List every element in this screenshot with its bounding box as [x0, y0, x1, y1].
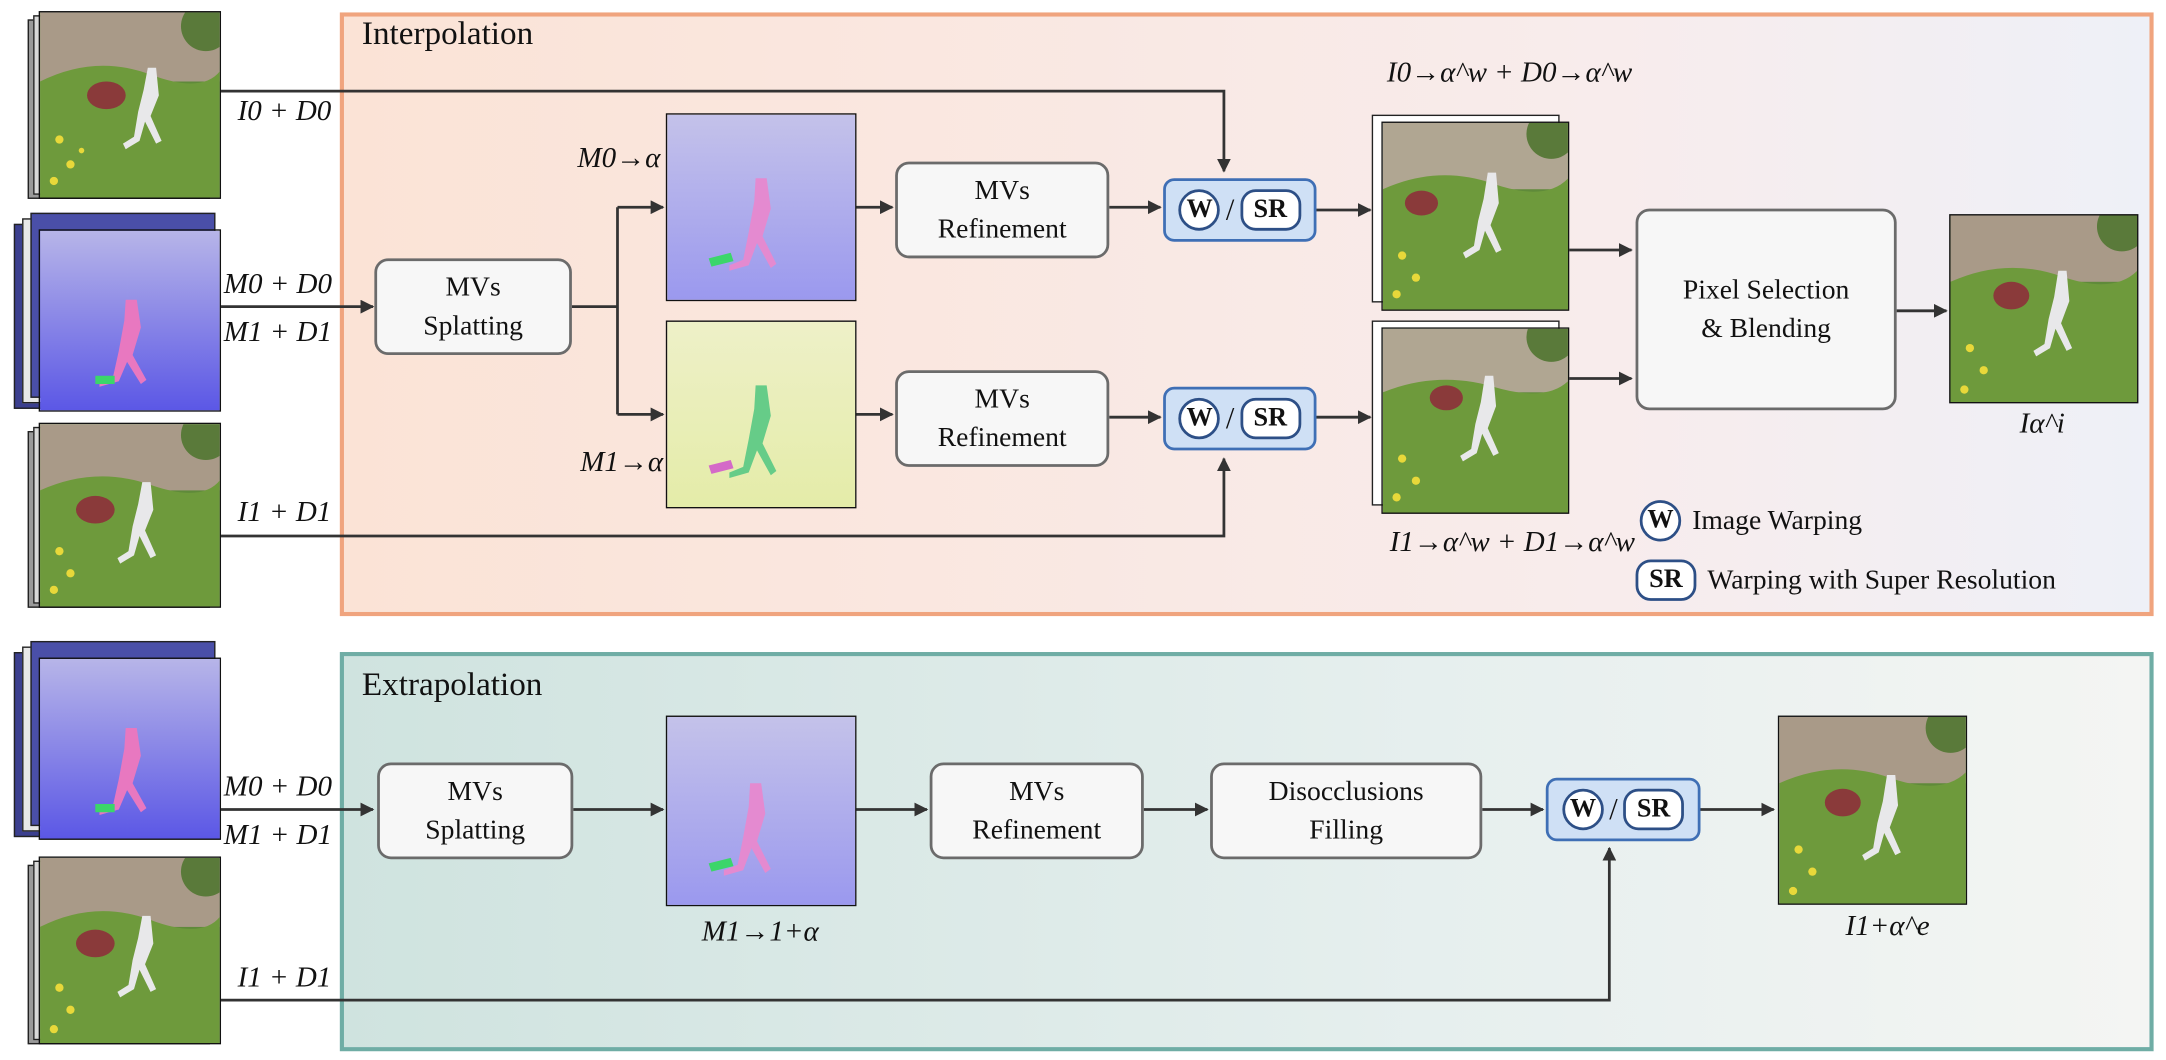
- warp-slash: /: [1225, 400, 1235, 436]
- image-warping-symbol: W: [1178, 397, 1221, 440]
- label-m1-to-1-plus-alpha: M1→1+α: [701, 914, 819, 948]
- super-resolution-symbol: SR: [1635, 559, 1697, 601]
- label-m0-d0-top: M0 + D0: [223, 266, 333, 300]
- super-resolution-symbol: SR: [1239, 189, 1301, 231]
- image-warping-symbol: W: [1562, 788, 1604, 831]
- interpolated-output-frame: [1949, 214, 2139, 404]
- motion-vector-image: [38, 657, 222, 840]
- pixel-selection-blending-box: Pixel Selection & Blending: [1635, 208, 1897, 411]
- label-extrap-output: I1+α^e: [1845, 908, 1930, 943]
- input-frame-i0-stack: [27, 11, 222, 202]
- warp-slash: /: [1609, 791, 1618, 827]
- image-warping-symbol: W: [1178, 189, 1221, 231]
- warped-frame-1-stack: [1371, 320, 1570, 514]
- image-warping-symbol: W: [1639, 500, 1682, 542]
- warp-slash: /: [1225, 192, 1235, 227]
- warped-game-frame-image: [1381, 121, 1570, 311]
- flow-map-0-to-alpha: [665, 113, 857, 302]
- warp-sr-block-bottom: W / SR: [1163, 386, 1317, 451]
- label-warped-1-to-alpha: I1→α^w + D1→α^w: [1389, 524, 1636, 559]
- game-frame-image: [38, 422, 222, 608]
- warped-game-frame-image: [1381, 327, 1570, 514]
- input-motion-stack-top: [13, 207, 222, 414]
- legend-sr-text: Warping with Super Resolution: [1707, 564, 2056, 595]
- label-i0-d0: I0 + D0: [237, 93, 332, 128]
- super-resolution-symbol: SR: [1623, 788, 1685, 831]
- game-frame-image: [38, 856, 222, 1045]
- input-motion-stack-bottom: [13, 635, 222, 842]
- label-i1-d1-top: I1 + D1: [237, 494, 332, 528]
- warp-sr-block-top: W / SR: [1163, 178, 1317, 242]
- input-frame-i1-stack: [27, 422, 222, 611]
- mvs-splatting-box-extrap: MVs Splatting: [377, 762, 574, 860]
- interpolation-title: Interpolation: [361, 16, 534, 53]
- legend-w-text: Image Warping: [1692, 504, 1863, 536]
- label-interp-output: Iα^i: [2019, 406, 2065, 440]
- game-frame-image: [38, 11, 222, 199]
- label-warped-0-to-alpha: I0→α^w + D0→α^w: [1386, 55, 1633, 89]
- warp-sr-block-extrap: W / SR: [1545, 777, 1701, 842]
- extrapolated-output-frame: [1777, 715, 1968, 905]
- label-i1-d1-bottom: I1 + D1: [237, 960, 332, 994]
- legend-image-warping: W Image Warping: [1639, 500, 1863, 542]
- super-resolution-symbol: SR: [1239, 397, 1301, 440]
- legend-super-resolution: SR Warping with Super Resolution: [1635, 559, 2056, 601]
- input-frame-i1-stack-bottom: [27, 856, 222, 1047]
- label-m1-d1-top: M1 + D1: [223, 314, 333, 349]
- mvs-refinement-box-bottom: MVs Refinement: [895, 370, 1110, 467]
- label-m1-d1-bottom: M1 + D1: [223, 817, 333, 851]
- flow-map-1-to-alpha: [665, 320, 857, 509]
- motion-vector-image: [38, 229, 222, 412]
- label-m1-to-alpha: M1→α: [580, 444, 664, 478]
- mvs-refinement-box-extrap: MVs Refinement: [929, 762, 1144, 860]
- extrapolation-title: Extrapolation: [361, 667, 543, 704]
- label-m0-to-alpha: M0→α: [577, 140, 661, 175]
- label-m0-d0-bottom: M0 + D0: [223, 769, 333, 803]
- flow-map-1-to-1-plus-alpha: [665, 715, 857, 907]
- warped-frame-0-stack: [1371, 114, 1570, 311]
- mvs-splatting-box-interp: MVs Splatting: [374, 258, 572, 356]
- disocclusions-filling-box: Disocclusions Filling: [1210, 762, 1483, 860]
- mvs-refinement-box-top: MVs Refinement: [895, 161, 1110, 259]
